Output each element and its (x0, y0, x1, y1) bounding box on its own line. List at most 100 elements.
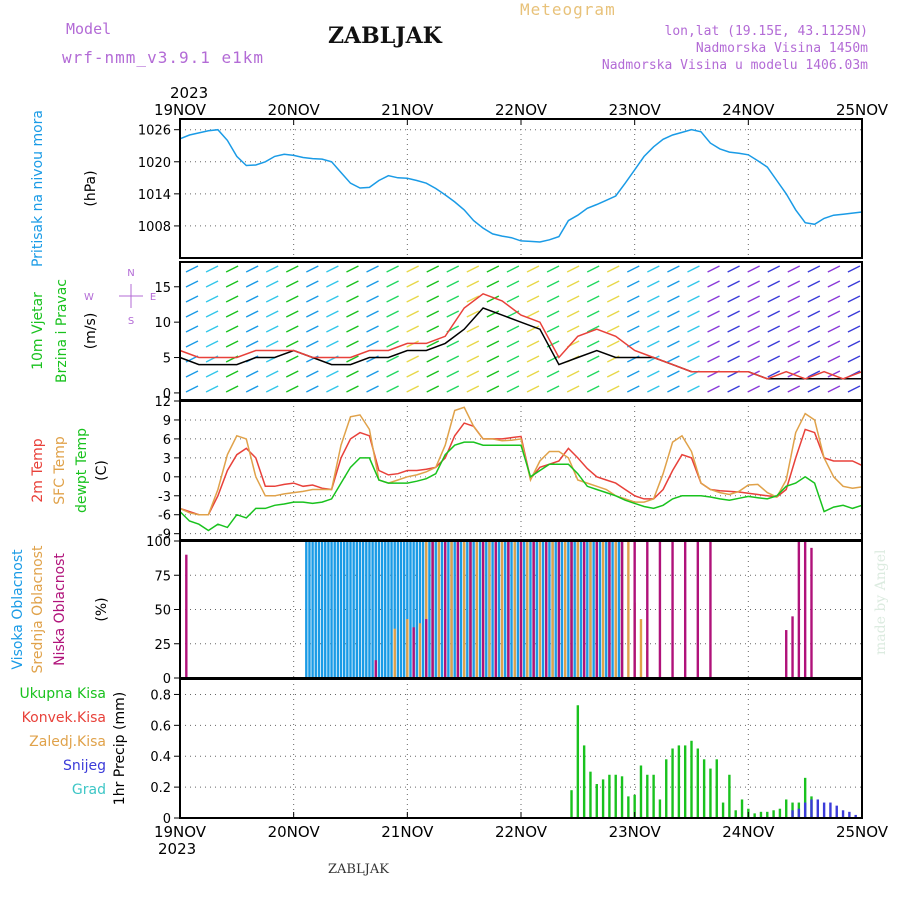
bar (185, 554, 188, 678)
wind-arrow (265, 370, 279, 378)
wind-arrow (245, 265, 259, 273)
wind-arrow (827, 370, 841, 378)
panel-3: -9 -6 -3 0 3 6 9 12 (154, 395, 863, 543)
wind-arrow (225, 385, 239, 393)
bar (504, 541, 507, 678)
wind-arrow (667, 325, 680, 333)
y-axis-label: 2m Temp (30, 438, 46, 502)
wind-arrow (787, 355, 801, 363)
bar (387, 541, 390, 678)
y-tick-label: 9 (163, 414, 171, 429)
y-axis-label: 10m Vjetar (30, 292, 46, 370)
bar (721, 802, 725, 818)
wind-arrow (426, 340, 440, 348)
wind-arrow (707, 355, 720, 363)
y-tick-label: 6 (163, 433, 171, 448)
wind-arrow (486, 295, 500, 303)
y-axis-label: (hPa) (83, 170, 99, 206)
wind-arrow (245, 280, 259, 288)
wind-arrow (667, 370, 680, 378)
wind-arrow (346, 265, 359, 273)
wind-arrow (767, 370, 781, 378)
bar (368, 541, 371, 678)
wind-arrow (727, 385, 740, 393)
bar (778, 808, 782, 818)
wind-arrow (466, 355, 480, 363)
wind-arrow (566, 310, 580, 318)
wind-arrow (667, 385, 680, 393)
wind-arrow (687, 340, 700, 348)
bar (589, 771, 592, 818)
wind-arrow (727, 280, 740, 288)
wind-arrow (667, 340, 680, 348)
bar (311, 541, 314, 678)
bar (658, 799, 662, 818)
wind-arrow (647, 310, 660, 318)
wind-arrow (466, 370, 480, 378)
y-axis-label: Brzina i Pravac (54, 279, 70, 383)
wind-arrow (306, 295, 319, 303)
wind-arrow (406, 265, 419, 273)
bar (402, 541, 406, 678)
wind-arrow (306, 325, 319, 333)
bar (418, 623, 422, 678)
wind-arrow (546, 325, 560, 333)
wind-arrow (747, 340, 760, 348)
bar (766, 811, 769, 818)
wind-arrow (506, 265, 520, 273)
y-axis-label: 1hr Precip (mm) (112, 692, 128, 805)
wind-arrow (767, 325, 781, 333)
precip-legend-label: Grad (72, 782, 106, 798)
wind-arrow (386, 295, 399, 303)
bar (816, 799, 819, 818)
wind-arrow (486, 310, 500, 318)
wind-arrow (285, 355, 299, 363)
wind-arrow (647, 385, 660, 393)
wind-arrow (546, 385, 560, 393)
wind-arrow (426, 295, 440, 303)
wind-arrow (626, 265, 640, 273)
wind-arrow (526, 310, 540, 318)
wind-arrow (807, 370, 821, 378)
y-tick-label: 0.8 (150, 688, 171, 703)
wind-arrow (506, 385, 520, 393)
wind-arrow (185, 280, 199, 288)
bar (488, 541, 491, 678)
bar (456, 541, 460, 678)
wind-arrow (225, 370, 239, 378)
wind-arrow (626, 295, 640, 303)
bar (639, 765, 643, 818)
precip-legend-label: Konvek.Kisa (22, 710, 106, 726)
wind-arrow (366, 265, 379, 273)
bar (336, 541, 340, 678)
wind-arrow (606, 295, 620, 303)
wind-arrow (185, 340, 199, 348)
bar (519, 541, 523, 678)
wind-arrow (787, 385, 801, 393)
wind-arrow (326, 265, 339, 273)
wind-arrow (807, 340, 821, 348)
bar (646, 774, 649, 818)
wind-arrow (807, 295, 821, 303)
bar (570, 541, 573, 678)
wind-arrow (526, 340, 540, 348)
wind-arrow (185, 310, 199, 318)
bar (469, 541, 472, 678)
bar (365, 541, 368, 678)
wind-arrow (606, 280, 620, 288)
bar (601, 779, 605, 818)
bar (633, 541, 636, 678)
wind-arrow (707, 310, 720, 318)
y-tick-label: -3 (158, 490, 171, 505)
bar (428, 541, 431, 678)
wind-arrow (466, 295, 480, 303)
bar (342, 541, 346, 678)
wind-arrow (807, 355, 821, 363)
y-tick-label: 0 (163, 387, 171, 402)
bar (437, 541, 441, 678)
wind-arrow (687, 325, 700, 333)
wind-arrow (306, 280, 319, 288)
bar (418, 541, 422, 678)
wind-arrow (707, 295, 720, 303)
bar (406, 619, 409, 678)
